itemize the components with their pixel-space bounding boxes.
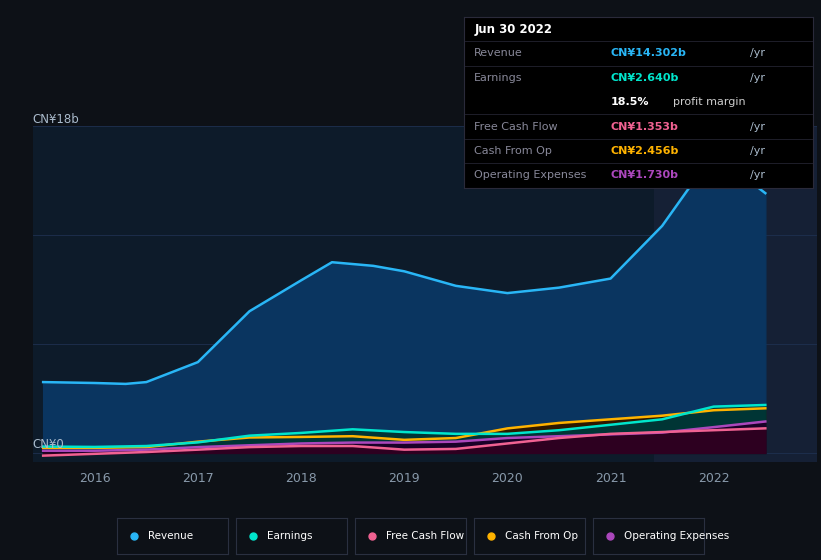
Text: Free Cash Flow: Free Cash Flow <box>475 122 558 132</box>
Text: CN¥0: CN¥0 <box>33 438 65 451</box>
Text: Operating Expenses: Operating Expenses <box>624 531 729 541</box>
Text: CN¥14.302b: CN¥14.302b <box>610 48 686 58</box>
Text: 18.5%: 18.5% <box>610 97 649 107</box>
Text: /yr: /yr <box>750 73 765 83</box>
Text: Operating Expenses: Operating Expenses <box>475 170 587 180</box>
Text: profit margin: profit margin <box>673 97 745 107</box>
Text: CN¥1.353b: CN¥1.353b <box>610 122 678 132</box>
Text: Cash From Op: Cash From Op <box>475 146 553 156</box>
Text: /yr: /yr <box>750 122 765 132</box>
Text: /yr: /yr <box>750 170 765 180</box>
Text: Free Cash Flow: Free Cash Flow <box>386 531 464 541</box>
Text: CN¥2.456b: CN¥2.456b <box>610 146 679 156</box>
Text: Cash From Op: Cash From Op <box>505 531 578 541</box>
Text: Revenue: Revenue <box>475 48 523 58</box>
Text: Revenue: Revenue <box>148 531 193 541</box>
Text: CN¥18b: CN¥18b <box>33 113 80 126</box>
Text: Jun 30 2022: Jun 30 2022 <box>475 22 553 35</box>
Text: Earnings: Earnings <box>475 73 523 83</box>
Text: CN¥1.730b: CN¥1.730b <box>610 170 678 180</box>
Bar <box>654 126 817 462</box>
Text: Earnings: Earnings <box>267 531 313 541</box>
Text: CN¥2.640b: CN¥2.640b <box>610 73 679 83</box>
Text: /yr: /yr <box>750 146 765 156</box>
Text: /yr: /yr <box>750 48 765 58</box>
